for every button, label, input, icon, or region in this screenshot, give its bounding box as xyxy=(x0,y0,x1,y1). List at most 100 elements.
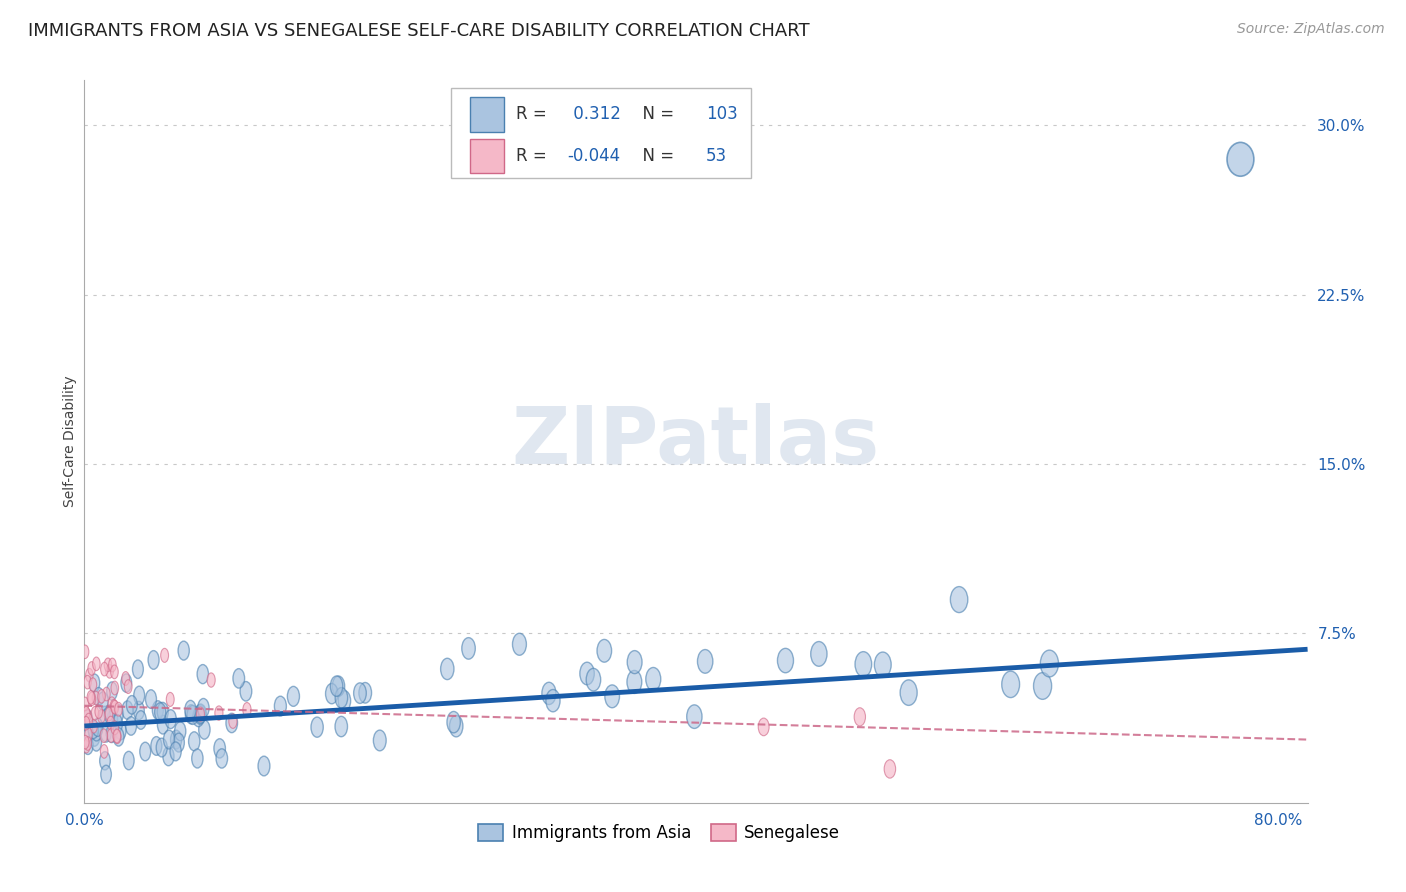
Ellipse shape xyxy=(122,672,129,685)
Text: -0.044: -0.044 xyxy=(568,147,620,165)
Ellipse shape xyxy=(160,648,169,663)
Y-axis label: Self-Care Disability: Self-Care Disability xyxy=(63,376,77,508)
Ellipse shape xyxy=(139,742,150,761)
Ellipse shape xyxy=(104,658,111,672)
Ellipse shape xyxy=(89,692,96,706)
Ellipse shape xyxy=(335,716,347,737)
Ellipse shape xyxy=(84,737,91,750)
Ellipse shape xyxy=(100,752,110,770)
Ellipse shape xyxy=(83,716,90,730)
Ellipse shape xyxy=(198,720,209,739)
Ellipse shape xyxy=(111,721,118,735)
Ellipse shape xyxy=(104,705,115,723)
Ellipse shape xyxy=(697,649,713,673)
Ellipse shape xyxy=(179,641,190,660)
Ellipse shape xyxy=(359,682,371,703)
Ellipse shape xyxy=(83,739,90,753)
FancyBboxPatch shape xyxy=(470,138,503,173)
Ellipse shape xyxy=(100,745,108,758)
Ellipse shape xyxy=(156,739,167,757)
Ellipse shape xyxy=(112,705,124,723)
Ellipse shape xyxy=(107,724,117,742)
Ellipse shape xyxy=(875,652,891,677)
Ellipse shape xyxy=(188,731,200,751)
Ellipse shape xyxy=(686,705,702,729)
Ellipse shape xyxy=(229,714,238,729)
Ellipse shape xyxy=(82,735,89,749)
Ellipse shape xyxy=(170,742,181,761)
Ellipse shape xyxy=(100,729,108,742)
Ellipse shape xyxy=(627,650,643,673)
Ellipse shape xyxy=(105,707,112,721)
Ellipse shape xyxy=(157,702,169,721)
Ellipse shape xyxy=(110,699,118,714)
Ellipse shape xyxy=(107,716,115,730)
Ellipse shape xyxy=(83,737,93,755)
Ellipse shape xyxy=(84,675,91,689)
Ellipse shape xyxy=(193,707,204,727)
Ellipse shape xyxy=(541,682,555,705)
Ellipse shape xyxy=(93,657,100,671)
Ellipse shape xyxy=(450,715,463,737)
Ellipse shape xyxy=(152,701,163,720)
Ellipse shape xyxy=(150,737,162,756)
Ellipse shape xyxy=(186,705,197,723)
Ellipse shape xyxy=(107,729,115,742)
FancyBboxPatch shape xyxy=(470,97,503,132)
Ellipse shape xyxy=(1040,650,1059,677)
Ellipse shape xyxy=(627,671,641,693)
Text: IMMIGRANTS FROM ASIA VS SENEGALESE SELF-CARE DISABILITY CORRELATION CHART: IMMIGRANTS FROM ASIA VS SENEGALESE SELF-… xyxy=(28,22,810,40)
Ellipse shape xyxy=(311,717,323,738)
Ellipse shape xyxy=(107,681,117,700)
Ellipse shape xyxy=(108,658,117,672)
Ellipse shape xyxy=(166,692,174,706)
Ellipse shape xyxy=(330,676,343,697)
Ellipse shape xyxy=(101,662,108,676)
Ellipse shape xyxy=(758,718,769,736)
Ellipse shape xyxy=(197,707,204,722)
Ellipse shape xyxy=(226,714,238,732)
Ellipse shape xyxy=(114,728,124,746)
Ellipse shape xyxy=(512,633,526,656)
Ellipse shape xyxy=(132,660,143,679)
Text: Source: ZipAtlas.com: Source: ZipAtlas.com xyxy=(1237,22,1385,37)
Ellipse shape xyxy=(107,710,118,729)
Ellipse shape xyxy=(335,688,347,708)
Ellipse shape xyxy=(900,680,917,706)
Ellipse shape xyxy=(215,706,224,720)
Ellipse shape xyxy=(811,641,827,666)
Ellipse shape xyxy=(326,683,337,704)
Ellipse shape xyxy=(214,739,225,758)
Ellipse shape xyxy=(163,731,174,749)
Ellipse shape xyxy=(100,706,110,724)
Ellipse shape xyxy=(111,665,118,679)
Ellipse shape xyxy=(86,668,93,681)
Ellipse shape xyxy=(124,751,134,770)
Ellipse shape xyxy=(98,690,105,703)
Ellipse shape xyxy=(173,733,184,752)
Ellipse shape xyxy=(134,686,145,705)
Ellipse shape xyxy=(1227,143,1254,177)
Ellipse shape xyxy=(645,667,661,690)
Ellipse shape xyxy=(90,719,97,733)
Ellipse shape xyxy=(91,723,101,741)
Ellipse shape xyxy=(101,765,111,783)
Text: 103: 103 xyxy=(706,105,738,123)
Ellipse shape xyxy=(579,662,595,685)
Ellipse shape xyxy=(546,690,560,712)
Ellipse shape xyxy=(108,697,115,711)
Ellipse shape xyxy=(233,669,245,688)
Ellipse shape xyxy=(165,710,176,729)
Ellipse shape xyxy=(174,722,186,740)
Ellipse shape xyxy=(259,756,270,776)
Text: R =: R = xyxy=(516,147,553,165)
Ellipse shape xyxy=(605,685,620,707)
Ellipse shape xyxy=(778,648,793,673)
Ellipse shape xyxy=(91,691,100,705)
Ellipse shape xyxy=(197,665,208,683)
Ellipse shape xyxy=(112,729,121,743)
Ellipse shape xyxy=(135,711,146,730)
Ellipse shape xyxy=(198,698,209,717)
Ellipse shape xyxy=(243,703,252,717)
Ellipse shape xyxy=(105,665,114,678)
